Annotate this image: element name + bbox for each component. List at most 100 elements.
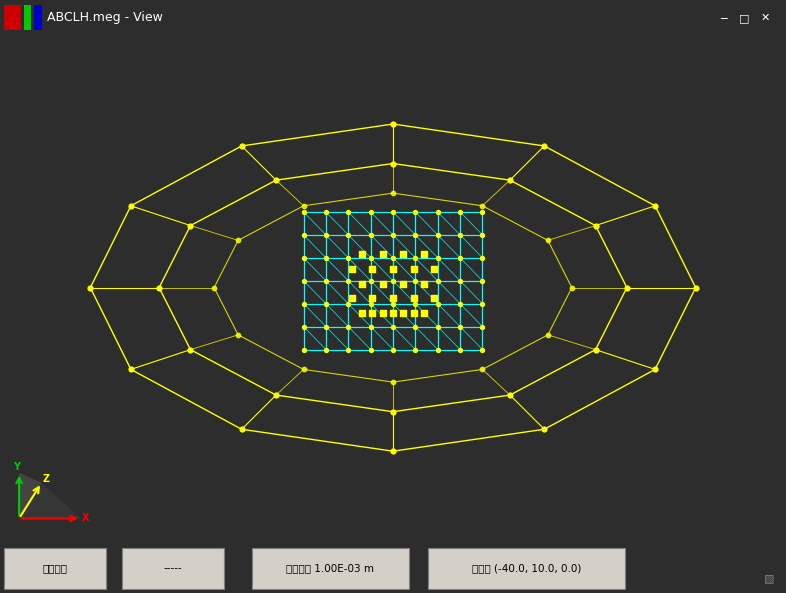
- Bar: [34, 5, 42, 30]
- Point: [365, 230, 377, 240]
- Point: [432, 253, 444, 263]
- Point: [504, 390, 516, 400]
- Point: [454, 322, 466, 331]
- Point: [428, 294, 441, 303]
- Point: [476, 276, 489, 285]
- Point: [184, 345, 196, 355]
- Point: [342, 276, 354, 285]
- Point: [232, 235, 244, 245]
- Point: [476, 207, 489, 216]
- Point: [320, 322, 332, 331]
- Point: [320, 207, 332, 216]
- Bar: [24, 5, 31, 30]
- Point: [387, 299, 399, 308]
- Point: [397, 250, 410, 259]
- Point: [208, 283, 220, 292]
- Point: [297, 322, 310, 331]
- Point: [454, 276, 466, 285]
- Text: ABCLH.meg - View: ABCLH.meg - View: [47, 11, 163, 24]
- Point: [387, 189, 399, 198]
- Point: [387, 159, 399, 168]
- Text: スケール 1.00E-03 m: スケール 1.00E-03 m: [286, 563, 374, 573]
- Point: [397, 308, 410, 318]
- Point: [376, 250, 389, 259]
- Point: [409, 299, 421, 308]
- Point: [365, 345, 377, 354]
- Point: [566, 283, 578, 292]
- Point: [417, 308, 430, 318]
- Point: [432, 276, 444, 285]
- Point: [297, 365, 310, 374]
- Point: [125, 365, 138, 374]
- Point: [590, 221, 602, 230]
- Point: [409, 207, 421, 216]
- Point: [320, 253, 332, 263]
- Point: [417, 250, 430, 259]
- Point: [407, 264, 420, 274]
- Text: 回転角 (-40.0, 10.0, 0.0): 回転角 (-40.0, 10.0, 0.0): [472, 563, 582, 573]
- FancyBboxPatch shape: [122, 548, 224, 589]
- Point: [387, 119, 399, 129]
- Point: [345, 264, 358, 274]
- Point: [387, 322, 399, 331]
- Point: [356, 308, 369, 318]
- Point: [320, 230, 332, 240]
- Point: [297, 276, 310, 285]
- Text: ✕: ✕: [761, 13, 770, 23]
- Point: [648, 201, 661, 211]
- Point: [432, 322, 444, 331]
- Point: [342, 253, 354, 263]
- Text: -----: -----: [163, 563, 182, 573]
- Point: [476, 299, 489, 308]
- Point: [152, 283, 165, 292]
- Point: [365, 322, 377, 331]
- Point: [542, 330, 554, 340]
- Point: [538, 425, 551, 434]
- Point: [387, 253, 399, 263]
- Point: [270, 176, 282, 185]
- FancyBboxPatch shape: [252, 548, 409, 589]
- Point: [542, 235, 554, 245]
- Text: □: □: [739, 13, 750, 23]
- Point: [84, 283, 97, 292]
- Point: [342, 345, 354, 354]
- Point: [387, 377, 399, 387]
- Point: [320, 345, 332, 354]
- FancyBboxPatch shape: [4, 548, 106, 589]
- Point: [409, 322, 421, 331]
- Point: [345, 294, 358, 303]
- Text: ─: ─: [720, 13, 726, 23]
- Point: [504, 176, 516, 185]
- Point: [538, 141, 551, 151]
- Point: [356, 250, 369, 259]
- Point: [342, 299, 354, 308]
- Point: [365, 299, 377, 308]
- Point: [432, 207, 444, 216]
- Point: [387, 308, 399, 318]
- Text: X: X: [82, 513, 90, 523]
- FancyBboxPatch shape: [428, 548, 625, 589]
- Point: [387, 230, 399, 240]
- Point: [409, 253, 421, 263]
- Point: [184, 221, 196, 230]
- Point: [125, 201, 138, 211]
- Point: [476, 230, 489, 240]
- Point: [432, 345, 444, 354]
- Point: [476, 253, 489, 263]
- Point: [342, 230, 354, 240]
- Point: [270, 390, 282, 400]
- Point: [397, 279, 410, 288]
- Point: [387, 207, 399, 216]
- Point: [454, 299, 466, 308]
- Point: [366, 294, 379, 303]
- Point: [432, 299, 444, 308]
- Point: [476, 322, 489, 331]
- Point: [428, 264, 441, 274]
- Text: Z: Z: [42, 474, 50, 484]
- Point: [454, 207, 466, 216]
- Point: [297, 345, 310, 354]
- Point: [387, 264, 399, 274]
- Point: [590, 345, 602, 355]
- Polygon shape: [19, 483, 81, 518]
- Point: [297, 201, 310, 211]
